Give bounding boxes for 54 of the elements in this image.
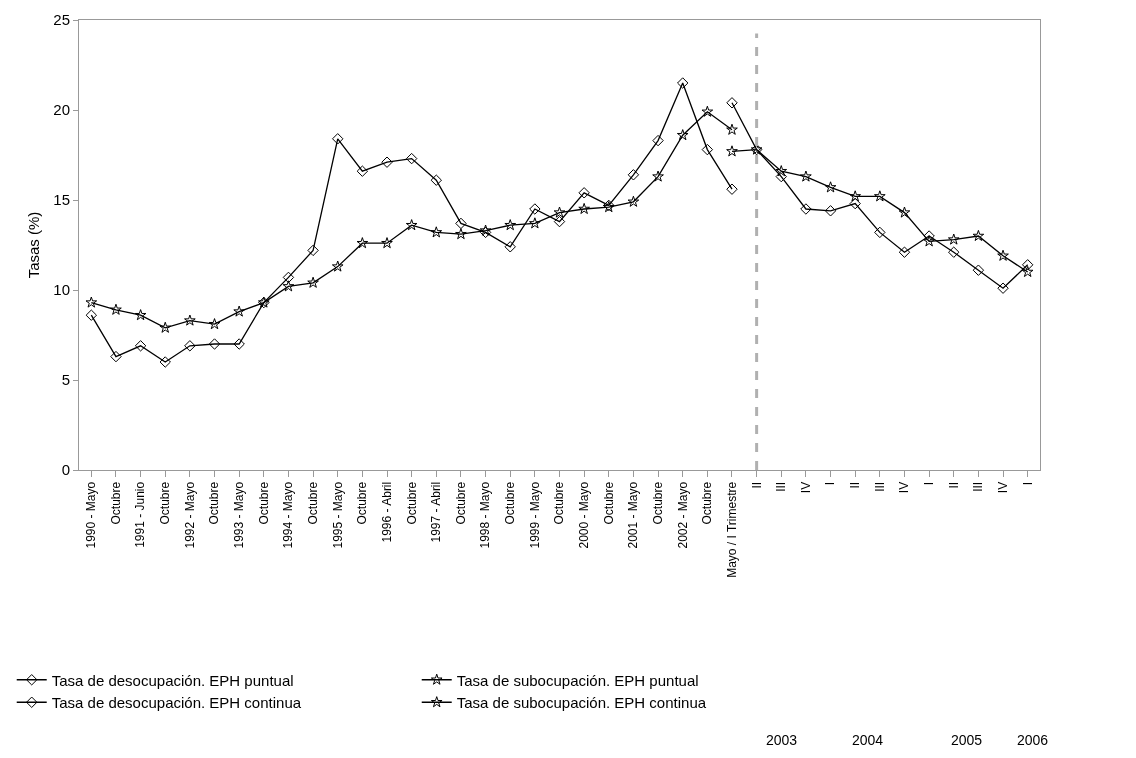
x-tick-label: 1991 - Junio <box>133 481 148 548</box>
x-tick-label: III <box>971 481 986 492</box>
x-tick-label: 1992 - Mayo <box>182 481 197 549</box>
text: 2006 <box>1017 732 1049 748</box>
x-tick-label: Octubre <box>503 481 518 525</box>
x-tick-label: II <box>946 481 961 489</box>
legend-label: Tasa de desocupación. EPH puntual <box>51 671 294 689</box>
x-tick-label: II <box>749 481 764 489</box>
text: 2005 <box>951 732 983 748</box>
x-tick-label: 1996 - Abril <box>379 481 394 543</box>
x-tick-label: 2001 - Mayo <box>626 481 641 549</box>
y-tick-label: 25 <box>53 11 70 29</box>
x-tick-label: Octubre <box>158 481 173 525</box>
x-tick-label: 1995 - Mayo <box>330 481 345 549</box>
x-tick-label: IV <box>798 481 813 494</box>
y-tick-label: 15 <box>53 191 70 209</box>
x-tick-label: Octubre <box>552 481 567 525</box>
x-tick-label: 1997 - Abril <box>429 481 444 543</box>
x-tick-label: Octubre <box>601 481 616 525</box>
y-tick-label: 20 <box>53 101 70 119</box>
x-tick-label: I <box>922 481 937 486</box>
x-tick-label: Octubre <box>256 481 271 525</box>
legend-label: Tasa de subocupación. EPH puntual <box>456 671 699 689</box>
x-tick-label: Octubre <box>108 481 123 525</box>
y-tick-label: 5 <box>61 371 70 389</box>
x-tick-label: Mayo / I Trimestre <box>724 481 739 578</box>
x-tick-label: I <box>1020 481 1035 486</box>
x-tick-label: Octubre <box>453 481 468 525</box>
x-tick-label: 1994 - Mayo <box>281 481 296 549</box>
text: 2004 <box>852 732 884 748</box>
legend-label: Tasa de desocupación. EPH continua <box>51 694 302 712</box>
x-tick-label: Octubre <box>305 481 320 525</box>
y-tick-label: 0 <box>61 461 70 479</box>
x-tick-label: 1999 - Mayo <box>527 481 542 549</box>
x-tick-label: Octubre <box>207 481 222 525</box>
x-tick-label: I <box>823 481 838 486</box>
x-tick-label: 1993 - Mayo <box>232 481 247 549</box>
x-tick-label: 1998 - Mayo <box>478 481 493 549</box>
legend-label: Tasa de subocupación. EPH continua <box>456 694 707 712</box>
x-tick-label: IV <box>995 481 1010 494</box>
x-tick-label: Octubre <box>700 481 715 525</box>
x-tick-label: III <box>774 481 789 492</box>
x-tick-label: 2000 - Mayo <box>577 481 592 549</box>
x-tick-label: 2002 - Mayo <box>675 481 690 549</box>
x-tick-label: IV <box>897 481 912 494</box>
y-axis-title: Tasas (%) <box>25 211 42 279</box>
y-tick-label: 10 <box>53 281 70 299</box>
x-tick-label: Octubre <box>355 481 370 525</box>
x-tick-label: 1990 - Mayo <box>84 481 99 549</box>
text: 2003 <box>766 732 798 748</box>
x-tick-label: III <box>872 481 887 492</box>
x-tick-label: Octubre <box>404 481 419 525</box>
x-tick-label: II <box>848 481 863 489</box>
x-tick-label: Octubre <box>650 481 665 525</box>
